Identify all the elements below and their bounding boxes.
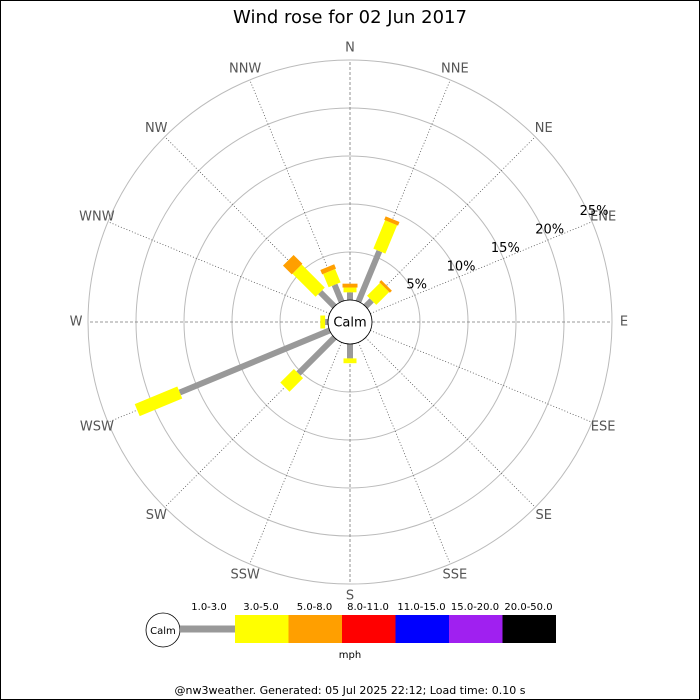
spoke [370,330,593,423]
bar-segment [318,290,337,309]
direction-label: W [70,315,83,330]
spoke [107,221,330,314]
bar-segment [323,269,341,288]
radial-tick-label: 15% [491,241,520,256]
spoke [249,79,342,302]
bar-segment [355,249,383,303]
spoke [365,136,536,307]
legend-label: 3.0-5.0 [243,602,278,613]
radial-tick-label: 10% [447,259,476,274]
bar-segment [363,298,374,309]
legend-swatch [502,615,556,643]
grid-ring [183,155,517,489]
bar-segment [331,283,345,303]
legend-label: 11.0-15.0 [397,602,445,613]
bar-segment [178,327,331,396]
bar-segment [280,368,304,392]
direction-label: SE [536,508,552,523]
chart-title: Wind rose for 02 Jun 2017 [233,7,467,28]
legend-swatch [395,615,449,643]
legend-unit: mph [339,650,361,661]
bar-segment [134,386,183,417]
legend-calm-label: Calm [150,626,176,637]
legend-label: 20.0-50.0 [504,602,552,613]
direction-label: NNW [229,61,261,76]
grid-ring [87,59,613,585]
bar-segment [384,216,400,226]
bar-segment [379,280,392,293]
direction-label: SW [146,508,167,523]
direction-label: ESE [591,419,616,434]
spoke [365,337,536,508]
direction-label: NE [535,121,553,136]
radial-tick-label: 5% [406,278,427,293]
legend-swatch [235,615,289,643]
radial-tick-label: 20% [535,223,564,238]
legend-label: 1.0-3.0 [191,602,226,613]
footer: @nw3weather. Generated: 05 Jul 2025 22:1… [175,684,526,697]
overlay: Calm 5% 10% 15% 20% 25% Calm 1.0-3.0 3.0-5.0 5.0-… [145,204,609,648]
direction-label: E [620,315,628,330]
legend-swatch [449,615,503,643]
bar-segment [282,254,303,275]
direction-label: WSW [80,419,114,434]
bar-segment [292,264,325,297]
spoke [370,221,593,314]
direction-label: N [345,41,355,56]
legend-swatch [288,615,342,643]
direction-label: WNW [79,210,115,225]
spoke [358,342,451,565]
direction-label: SSE [442,568,467,583]
legend-label: 5.0-8.0 [297,602,332,613]
direction-label: S [346,589,354,604]
calm-label: Calm [333,316,366,331]
legend-label: 15.0-20.0 [451,602,499,613]
bar-segment [373,220,398,254]
calm-circle [327,299,373,345]
bar-segment [296,335,337,376]
direction-label: NW [145,121,168,136]
bars [134,216,400,417]
direction-label: ENE [590,210,616,225]
spoke [249,342,342,565]
legend-label: 8.0-11.0 [347,602,389,613]
radial-tick-label: 25% [580,204,609,219]
direction-label: NNE [441,61,469,76]
bar-segment [367,282,390,305]
legend-swatch [342,615,396,643]
direction-label: SSW [230,568,260,583]
bar-segment [320,264,337,275]
